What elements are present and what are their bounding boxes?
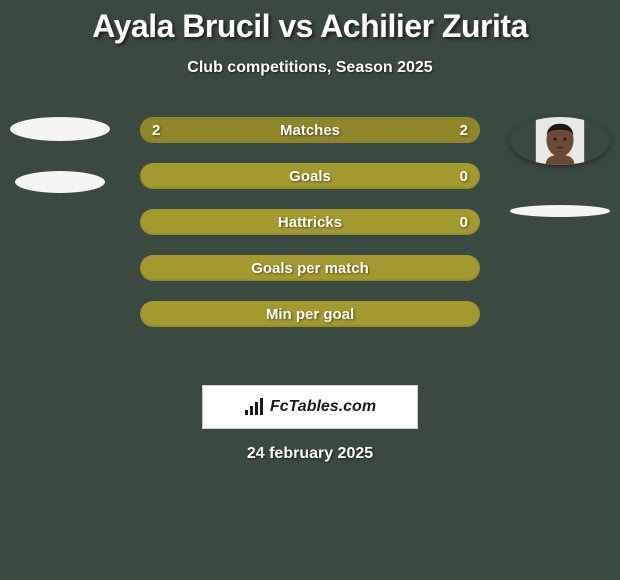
player-right-avatar <box>510 117 610 165</box>
comparison-bars: 2 Matches 2 Goals 0 Hattricks 0 Goals per match… <box>140 117 480 327</box>
logo-bars-icon <box>244 398 266 416</box>
stat-bar: Min per goal <box>140 301 480 327</box>
player-left-column <box>10 117 110 217</box>
avatar-eye-right <box>563 138 566 141</box>
stats-area: 2 Matches 2 Goals 0 Hattricks 0 Goals per match… <box>0 117 620 367</box>
player-right-avatar-svg <box>510 117 610 165</box>
stat-label: Matches <box>280 122 340 139</box>
stat-right-value: 0 <box>460 168 468 185</box>
logo-text: FcTables.com <box>270 398 376 416</box>
player-right-placeholder <box>510 205 610 217</box>
avatar-neck <box>555 149 565 159</box>
stat-left-value: 2 <box>152 122 160 139</box>
player-left-placeholder-1 <box>10 117 110 141</box>
content-wrapper: Ayala Brucil vs Achilier Zurita Club com… <box>0 0 620 463</box>
stat-label: Goals <box>289 168 331 185</box>
stat-bar: Goals per match <box>140 255 480 281</box>
stat-bar: 2 Matches 2 <box>140 117 480 143</box>
avatar-eye-left <box>554 138 557 141</box>
stat-label: Hattricks <box>278 214 342 231</box>
stat-bar: Hattricks 0 <box>140 209 480 235</box>
stat-right-value: 2 <box>460 122 468 139</box>
stat-bar: Goals 0 <box>140 163 480 189</box>
logo-box[interactable]: FcTables.com <box>202 385 418 429</box>
stat-label: Min per goal <box>266 306 354 323</box>
page-subtitle: Club competitions, Season 2025 <box>0 59 620 77</box>
footer-date: 24 february 2025 <box>0 445 620 463</box>
stat-label: Goals per match <box>251 260 369 277</box>
page-title: Ayala Brucil vs Achilier Zurita <box>0 8 620 45</box>
player-right-column <box>510 117 610 217</box>
stat-right-value: 0 <box>460 214 468 231</box>
player-left-placeholder-2 <box>15 171 105 193</box>
